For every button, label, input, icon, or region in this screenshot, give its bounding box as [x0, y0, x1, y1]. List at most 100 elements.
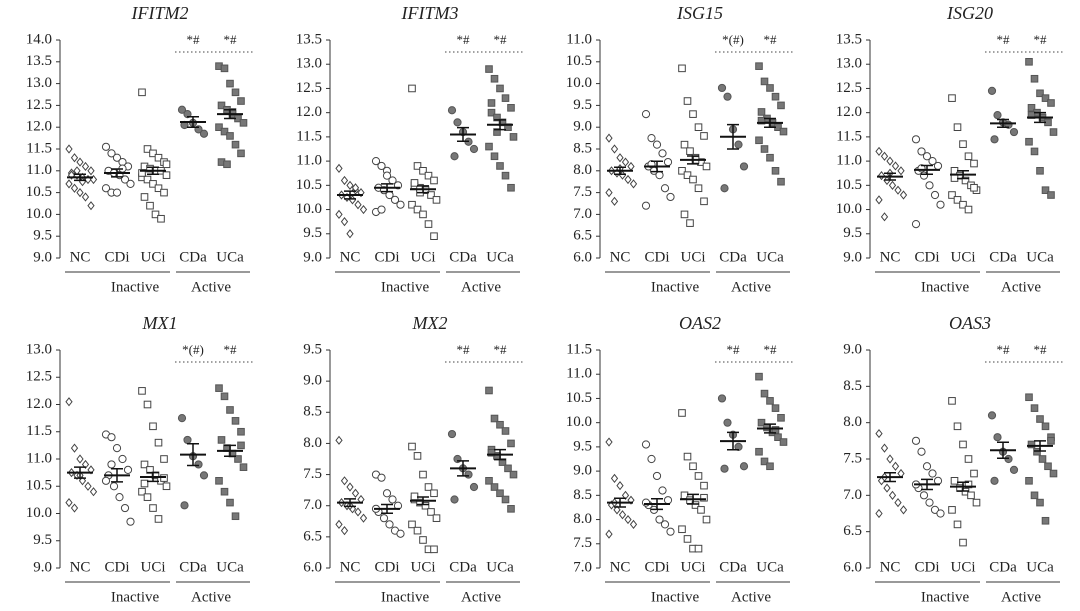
y-tick-label: 7.0 [303, 497, 322, 513]
x-tick-label: CDa [179, 559, 207, 575]
annotation: *# [764, 342, 778, 357]
chart-title: OAS3 [949, 313, 991, 333]
point [702, 515, 711, 524]
x-tick-label: UCa [756, 249, 784, 265]
annotation: *# [187, 32, 201, 47]
y-tick-label: 10.5 [566, 53, 592, 69]
x-tick-label: UCa [486, 559, 514, 575]
error-bar [344, 498, 356, 508]
y-tick-label: 9.5 [843, 225, 862, 241]
point [616, 481, 624, 491]
point [894, 185, 902, 195]
error-bar [727, 431, 739, 451]
group-label: Active [461, 279, 501, 295]
point [76, 157, 84, 167]
x-tick-label: CDa [989, 559, 1017, 575]
point [720, 464, 729, 473]
error-bar [921, 478, 933, 491]
point [359, 204, 368, 215]
point [346, 180, 354, 190]
point [757, 116, 766, 125]
group-label: Active [461, 589, 501, 605]
point [183, 435, 192, 445]
point [948, 506, 956, 514]
point [655, 515, 664, 524]
point [427, 508, 435, 516]
point [485, 477, 493, 485]
point [112, 153, 122, 162]
point [237, 149, 245, 158]
error-bar [957, 481, 969, 492]
y-tick-label: 13.5 [836, 31, 862, 47]
point [115, 493, 124, 502]
y-tick-label: 12.0 [296, 104, 322, 120]
point [138, 487, 146, 496]
point [413, 452, 422, 460]
point [666, 192, 675, 202]
y-tick-label: 13.5 [26, 53, 52, 69]
y-tick-label: 9.0 [843, 249, 862, 265]
point [1041, 516, 1050, 525]
point [149, 422, 157, 431]
error-bar [687, 155, 699, 165]
point [126, 517, 135, 526]
point [220, 392, 229, 401]
point [1041, 186, 1050, 194]
point [959, 140, 967, 148]
point [760, 145, 769, 153]
point [970, 183, 978, 192]
error-bar [74, 466, 86, 479]
point [964, 455, 973, 463]
point [891, 461, 900, 471]
point [507, 505, 515, 513]
point [126, 179, 135, 188]
y-tick-label: 12.0 [26, 396, 52, 412]
annotation: *(#) [722, 32, 744, 47]
point [496, 84, 504, 93]
point [658, 486, 667, 495]
point [220, 64, 229, 73]
point [371, 157, 381, 166]
point [120, 175, 130, 184]
y-tick-label: 6.0 [843, 559, 862, 575]
y-tick-label: 6.5 [303, 528, 322, 544]
point [377, 161, 386, 171]
point [340, 175, 349, 186]
group-label: Active [1001, 589, 1041, 605]
point [469, 482, 479, 492]
point [1027, 104, 1036, 112]
point [655, 171, 664, 180]
point [702, 162, 711, 171]
point [379, 514, 389, 523]
annotation: *# [494, 32, 508, 47]
point [694, 544, 703, 553]
y-tick-label: 9.0 [843, 341, 862, 357]
x-tick-label: CDa [989, 249, 1017, 265]
y-tick-label: 9.5 [573, 97, 592, 113]
point [226, 79, 234, 88]
point [777, 101, 785, 110]
point [774, 433, 782, 441]
point [335, 519, 343, 530]
point [1036, 498, 1044, 507]
point [891, 161, 900, 171]
point [610, 144, 619, 154]
point [377, 473, 386, 482]
point [509, 133, 518, 141]
y-tick-label: 8.5 [573, 487, 592, 503]
point [771, 92, 780, 101]
point [424, 220, 433, 228]
point [226, 406, 234, 414]
point [641, 498, 651, 507]
point [151, 210, 160, 219]
point [154, 153, 163, 162]
x-tick-label: NC [880, 249, 901, 265]
point [231, 512, 240, 521]
point [760, 77, 769, 86]
y-tick-label: 9.0 [573, 463, 592, 479]
point [723, 92, 732, 101]
point [143, 175, 152, 184]
point [237, 97, 245, 105]
point [382, 171, 392, 180]
